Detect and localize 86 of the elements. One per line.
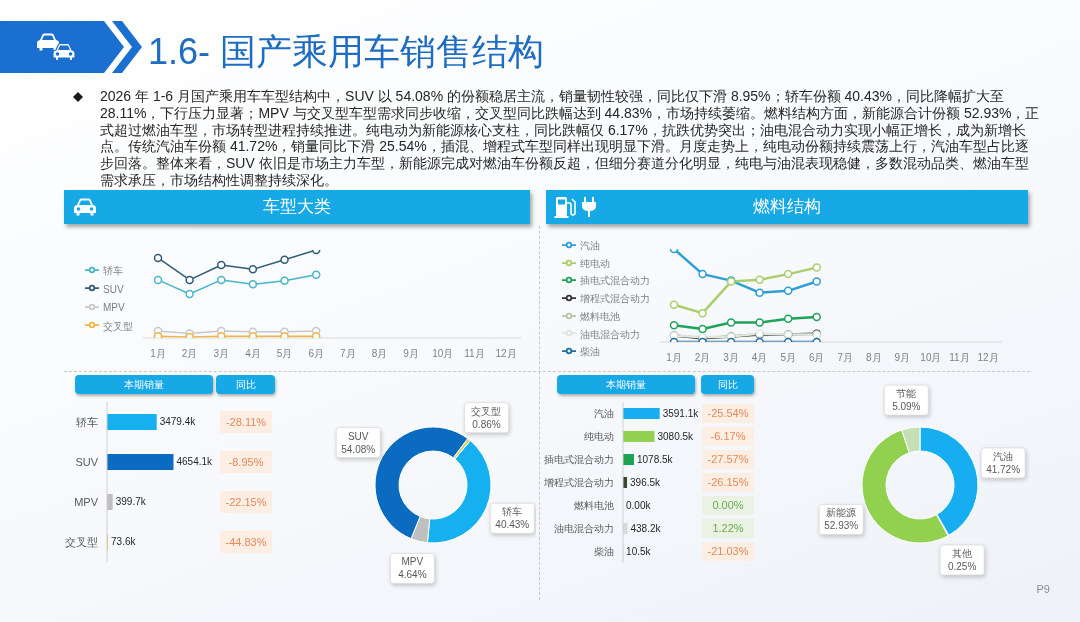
legend-label: 轿车 bbox=[103, 265, 123, 276]
x-tick-label: 10月 bbox=[432, 348, 454, 360]
x-tick-label: 1月 bbox=[150, 348, 166, 360]
text: 1.22% bbox=[712, 522, 744, 534]
y-tick-label: 增程式混合动力 bbox=[543, 477, 614, 489]
text: -8.95% bbox=[228, 456, 264, 468]
x-tick-label: 7月 bbox=[837, 352, 854, 364]
y-tick-label: 燃料电池 bbox=[574, 500, 614, 512]
y-tick-label: 汽油 bbox=[594, 408, 614, 420]
slice-label: SUV bbox=[347, 430, 369, 442]
data-label: 4.64% bbox=[398, 569, 427, 581]
data-label: 0.00k bbox=[626, 499, 651, 511]
text: -6.17% bbox=[710, 430, 746, 442]
x-axis-title: 本期销量 bbox=[606, 379, 646, 390]
data-label: 40.43% bbox=[495, 519, 530, 531]
x-tick-label: 6月 bbox=[808, 352, 825, 364]
x-tick-label: 3月 bbox=[723, 352, 739, 364]
x-tick-label: 9月 bbox=[403, 348, 419, 360]
slice-label: 新能源 bbox=[826, 507, 857, 519]
data-label: 396.5k bbox=[630, 476, 661, 488]
data-label: 73.6k bbox=[111, 536, 136, 547]
x-tick-label: 4月 bbox=[245, 348, 261, 360]
x-tick-label: 5月 bbox=[780, 352, 796, 364]
chart-title: 燃料结构 bbox=[753, 197, 821, 216]
data-label: 5.09% bbox=[892, 401, 921, 413]
chart-title: 车型大类 bbox=[263, 197, 331, 216]
y-tick-label: MPV bbox=[74, 495, 99, 508]
slice-label: 交叉型 bbox=[471, 405, 502, 417]
data-label: 10.5k bbox=[626, 545, 651, 557]
x-tick-label: 9月 bbox=[894, 352, 911, 364]
legend-label: 交叉型 bbox=[103, 320, 133, 332]
data-label: 52.93% bbox=[824, 520, 859, 532]
data-label: 3479.4k bbox=[159, 416, 196, 427]
x-tick-label: 8月 bbox=[371, 348, 388, 360]
text: 0.00% bbox=[712, 499, 744, 511]
text: -28.11% bbox=[225, 416, 267, 428]
text: -44.83% bbox=[225, 536, 267, 548]
x-tick-label: 2月 bbox=[181, 348, 198, 360]
data-label: 0.86% bbox=[472, 418, 501, 430]
y-tick-label: 交叉型 bbox=[65, 535, 98, 548]
y-tick-label: 纯电动 bbox=[584, 431, 614, 443]
x-tick-label: 12月 bbox=[977, 352, 999, 364]
text: 2026 年 1-6 月国产乘用车车型结构中，SUV 以 54.08% 的份额稳居主流，销量韧性较强，同比仅下滑 8.95%；轿车份额 40.43%，同比降幅扩大至 28.11%，下行压力显著；MPV 与交叉型车型需求同步收缩，交叉型同比跌幅达到 44.83%，市场持续萎缩。燃料结构方面，新能源合计份额 52.93%，正式超过燃油车型，市场转型进程持续推进。纯电动为新能源核心支柱，同比跌幅仅 6.17%，抗跌优势突出；油电混合动力实现小幅正增长，成为新增长点。传统汽油车份额 41.72%，销量同比下滑 25.54%，插混、增程式车型同样出现明显下滑。月度走势上，纯电动份额持续震荡上行，汽油车型占比逐步回落。整体来看，SUV 依旧是市场主力车型，新能源完成对燃油车份额反超，但细分赛道分化明显，纯电与油混表现稳健，多数混动品类、燃油车型需求承压，市场结构性调整持续深化。 bbox=[100, 88, 1040, 188]
data-label: 41.72% bbox=[986, 463, 1021, 475]
slice-label: 轿车 bbox=[502, 506, 523, 518]
data-label: 1078.5k bbox=[637, 453, 673, 465]
data-label: 399.7k bbox=[115, 496, 146, 507]
y-tick-label: 插电式混合动力 bbox=[544, 454, 614, 466]
y-tick-label: SUV bbox=[75, 455, 99, 468]
text: -26.15% bbox=[707, 476, 749, 488]
text: -25.54% bbox=[707, 407, 749, 419]
y-tick-label: 油电混合动力 bbox=[554, 523, 614, 535]
x-tick-label: 1月 bbox=[666, 352, 682, 364]
x-tick-label: 11月 bbox=[949, 352, 970, 364]
legend-label: MPV bbox=[103, 302, 125, 313]
legend-label: SUV bbox=[103, 283, 124, 295]
data-label: 3591.1k bbox=[662, 407, 699, 419]
slice-label: 节能 bbox=[896, 388, 917, 400]
text: -21.03% bbox=[707, 545, 749, 557]
text: -22.15% bbox=[225, 496, 267, 508]
x-tick-label: 2月 bbox=[694, 352, 711, 364]
text: 同比 bbox=[235, 379, 256, 390]
x-tick-label: 4月 bbox=[751, 352, 768, 364]
slice-label: 汽油 bbox=[993, 450, 1014, 462]
slice-label: MPV bbox=[401, 556, 424, 568]
data-label: 438.2k bbox=[630, 522, 661, 534]
data-label: 54.08% bbox=[341, 443, 376, 455]
x-tick-label: 6月 bbox=[308, 348, 324, 360]
y-tick-label: 柴油 bbox=[594, 546, 614, 558]
slice-label: 其他 bbox=[952, 547, 973, 559]
text: -27.57% bbox=[707, 453, 749, 465]
x-tick-label: 10月 bbox=[920, 352, 942, 364]
data-label: 4654.1k bbox=[176, 456, 213, 467]
text: 1.6- 国产乘用车销售结构 bbox=[148, 31, 545, 72]
data-label: 3080.5k bbox=[657, 430, 694, 442]
x-tick-label: 3月 bbox=[213, 348, 230, 360]
x-tick-label: 7月 bbox=[340, 348, 356, 360]
x-tick-label: 8月 bbox=[866, 352, 882, 364]
text: 同比 bbox=[717, 379, 738, 390]
text: P9 bbox=[1036, 583, 1050, 595]
x-axis-title: 本期销量 bbox=[124, 379, 164, 390]
x-tick-label: 5月 bbox=[276, 348, 293, 360]
x-tick-label: 11月 bbox=[464, 348, 485, 360]
data-label: 0.25% bbox=[947, 560, 977, 572]
y-tick-label: 轿车 bbox=[76, 415, 98, 428]
x-tick-label: 12月 bbox=[495, 348, 517, 360]
